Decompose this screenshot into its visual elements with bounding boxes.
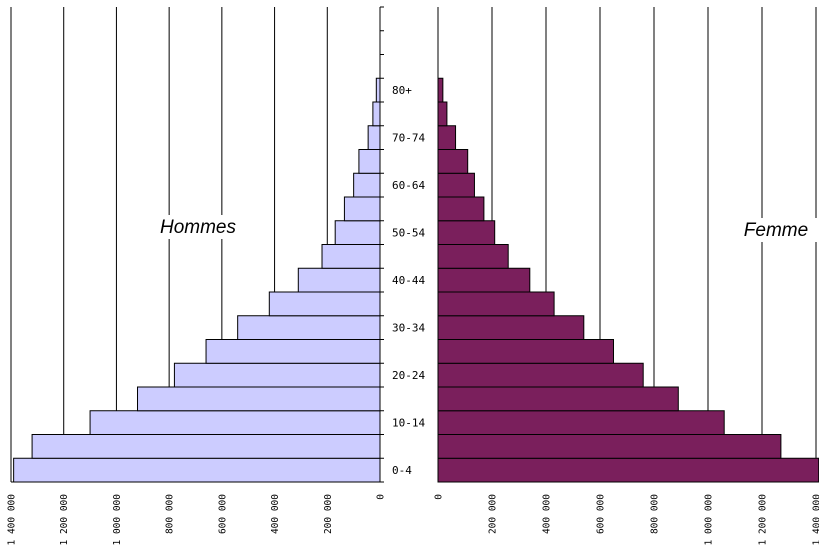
labels: 0-4 10-14 20-24 30-34 40-44 50-54 60-64 70-74 80… — [7, 84, 819, 545]
male-bar-25-29 — [205, 339, 381, 364]
male-bar-50-54 — [334, 220, 381, 245]
male-bar-55-59 — [343, 196, 381, 222]
female-bar-55-59 — [437, 196, 485, 222]
bars — [13, 77, 819, 483]
left-tick-label: 1 400 000 — [7, 494, 18, 546]
female-bar-70-74 — [437, 125, 457, 150]
right-tick-label: 1 000 000 — [704, 494, 715, 546]
male-bar-65-69 — [358, 149, 381, 174]
left-tick-label: 0 — [376, 494, 387, 500]
age-group-label: 30-34 — [392, 322, 425, 335]
series-label-hommes: Hommes — [160, 217, 237, 238]
male-bar-5-9 — [31, 434, 381, 459]
male-bar-70-74 — [367, 125, 381, 150]
male-bar-20-24 — [173, 362, 381, 388]
male-bar-30-34 — [237, 315, 381, 340]
series-label-femme: Femme — [744, 220, 808, 241]
female-bar-5-9 — [437, 434, 782, 459]
male-bar-80+ — [375, 77, 381, 103]
female-bar-80+ — [437, 77, 444, 103]
female-bar-20-24 — [437, 362, 644, 388]
left-tick-label: 600 000 — [217, 494, 228, 534]
female-bar-75-79 — [437, 101, 448, 127]
age-group-label: 40-44 — [392, 274, 425, 287]
male-bar-45-49 — [321, 244, 381, 269]
female-bar-40-44 — [437, 267, 531, 293]
female-bar-50-54 — [437, 220, 496, 245]
male-bar-0-4 — [13, 457, 381, 483]
right-tick-label: 600 000 — [596, 494, 607, 534]
female-bar-35-39 — [437, 291, 555, 317]
series-label-femme-background — [728, 218, 819, 242]
left-tick-label: 1 000 000 — [112, 494, 123, 546]
age-group-label: 0-4 — [392, 464, 412, 477]
right-tick-label: 400 000 — [542, 494, 553, 534]
grid-lines — [10, 7, 817, 482]
left-tick-label: 800 000 — [165, 494, 176, 534]
age-group-label: 10-14 — [392, 417, 425, 430]
age-group-label: 80+ — [392, 84, 412, 97]
series-label-hommes-background — [150, 215, 246, 239]
male-bar-10-14 — [89, 410, 381, 435]
right-tick-label: 1 200 000 — [758, 494, 769, 546]
male-bar-75-79 — [372, 101, 381, 127]
right-tick-label: 800 000 — [650, 494, 661, 534]
male-bar-60-64 — [353, 172, 381, 198]
left-tick-label: 200 000 — [323, 494, 334, 534]
axes — [11, 6, 816, 483]
female-bar-30-34 — [437, 315, 585, 340]
age-group-label: 50-54 — [392, 227, 425, 240]
female-bar-25-29 — [437, 339, 614, 364]
female-bar-10-14 — [437, 410, 725, 435]
age-group-label: 70-74 — [392, 132, 425, 145]
female-bar-0-4 — [437, 457, 819, 483]
female-bar-60-64 — [437, 172, 475, 198]
right-tick-label: 200 000 — [488, 494, 499, 534]
right-tick-label: 0 — [434, 494, 445, 500]
age-group-label: 60-64 — [392, 179, 425, 192]
male-bar-35-39 — [268, 291, 381, 317]
right-tick-label: 1 400 000 — [812, 494, 819, 546]
male-bar-15-19 — [137, 386, 381, 412]
female-bar-15-19 — [437, 386, 679, 412]
female-bar-65-69 — [437, 149, 469, 174]
male-bar-40-44 — [297, 267, 381, 293]
left-tick-label: 400 000 — [270, 494, 281, 534]
female-bar-45-49 — [437, 244, 509, 269]
age-group-label: 20-24 — [392, 369, 425, 382]
left-tick-label: 1 200 000 — [59, 494, 70, 546]
